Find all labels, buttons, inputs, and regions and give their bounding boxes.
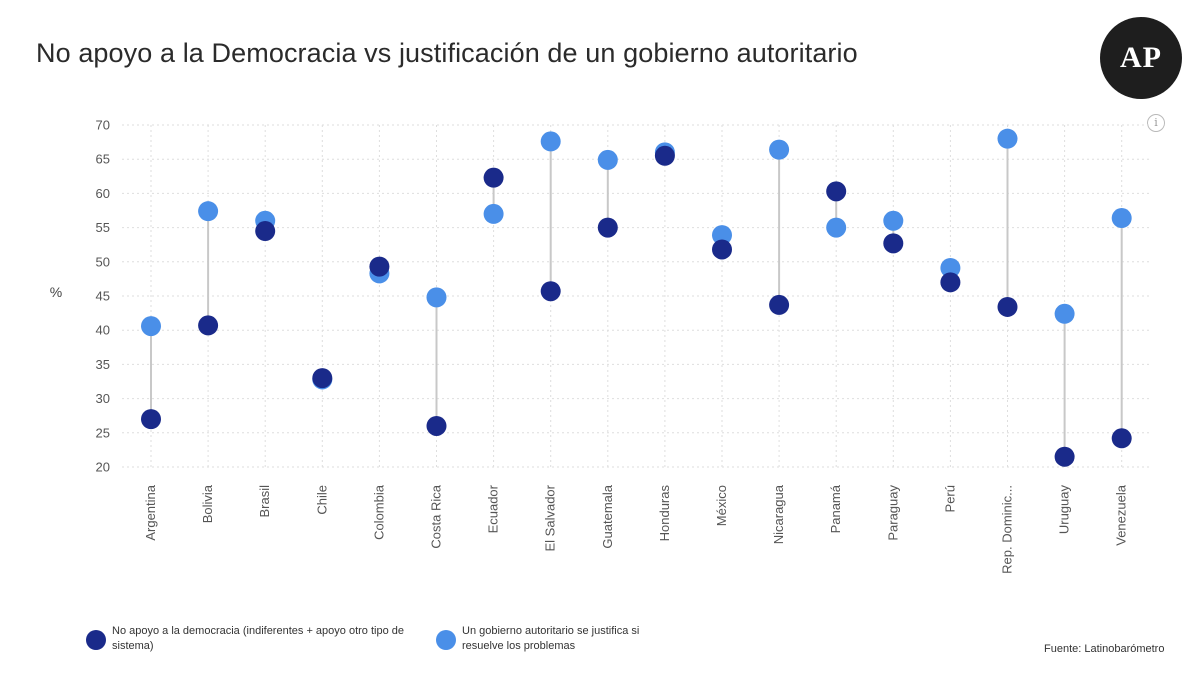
y-tick-label: 20 — [96, 460, 110, 475]
x-tick-label: Nicaragua — [771, 484, 786, 544]
x-tick-label: México — [714, 485, 729, 526]
y-tick-label: 40 — [96, 323, 110, 338]
point-autoritario — [997, 128, 1018, 149]
point-no-apoyo — [883, 233, 904, 254]
x-tick-label: Bolivia — [200, 484, 215, 523]
chart: 20 25 30 35 40 45 50 55 60 65 70 % Argentina Bolivi… — [50, 118, 1150, 574]
point-no-apoyo — [769, 294, 790, 315]
legend-item-no-apoyo[interactable]: No apoyo a la democracia (indiferentes +… — [86, 624, 406, 654]
x-tick-label: Panamá — [828, 484, 843, 533]
point-autoritario — [826, 217, 847, 238]
x-tick-label: Rep. Dominic... — [1000, 485, 1015, 574]
point-no-apoyo — [654, 145, 675, 166]
legend-marker-autoritario — [436, 630, 456, 650]
y-axis: 20 25 30 35 40 45 50 55 60 65 70 — [96, 118, 110, 475]
point-no-apoyo — [540, 281, 561, 302]
chart-title: No apoyo a la Democracia vs justificació… — [36, 38, 858, 68]
legend-label-no-apoyo: No apoyo a la democracia (indiferentes +… — [112, 625, 404, 652]
point-autoritario — [1111, 208, 1132, 229]
point-autoritario — [883, 210, 904, 231]
point-autoritario — [483, 203, 504, 224]
y-tick-label: 55 — [96, 220, 110, 235]
y-tick-label: 70 — [96, 118, 110, 133]
y-tick-label: 45 — [96, 289, 110, 304]
point-autoritario — [940, 257, 961, 278]
point-no-apoyo — [198, 315, 219, 336]
point-no-apoyo — [997, 296, 1018, 317]
point-no-apoyo — [369, 256, 390, 277]
point-autoritario — [597, 149, 618, 170]
x-tick-label: Brasil — [257, 485, 272, 518]
y-tick-label: 65 — [96, 152, 110, 167]
point-autoritario — [712, 225, 732, 246]
y-tick-label: 30 — [96, 391, 110, 406]
point-no-apoyo — [597, 217, 618, 238]
x-tick-label: El Salvador — [543, 484, 558, 551]
legend-marker-no-apoyo — [86, 630, 106, 650]
legend-item-autoritario[interactable]: Un gobierno autoritario se justifica si … — [436, 624, 676, 654]
point-no-apoyo — [255, 221, 276, 242]
y-tick-label: 60 — [96, 186, 110, 201]
x-tick-label: Colombia — [371, 484, 386, 540]
point-no-apoyo — [426, 415, 447, 436]
x-axis: Argentina Bolivia Brasil Chile Colombia Costa… — [143, 484, 1129, 574]
point-autoritario — [1054, 303, 1075, 324]
y-tick-label: 50 — [96, 254, 110, 269]
legend-label-autoritario: Un gobierno autoritario se justifica si … — [462, 625, 640, 652]
point-autoritario — [769, 139, 790, 160]
x-tick-label: Argentina — [143, 484, 158, 540]
point-autoritario — [540, 131, 561, 152]
x-tick-label: Chile — [314, 485, 329, 515]
point-autoritario — [426, 287, 447, 308]
point-autoritario — [141, 316, 161, 337]
point-no-apoyo — [940, 272, 961, 293]
y-axis-label: % — [50, 284, 62, 300]
x-tick-label: Paraguay — [885, 485, 900, 541]
y-tick-label: 25 — [96, 425, 110, 440]
ap-logo: AP — [1100, 17, 1182, 99]
point-no-apoyo — [1054, 446, 1075, 467]
points — [141, 128, 1132, 467]
point-no-apoyo — [712, 239, 732, 260]
x-tick-label: Perú — [942, 485, 957, 512]
x-tick-label: Ecuador — [486, 484, 501, 533]
info-icon[interactable]: i — [1147, 114, 1165, 132]
x-tick-label: Guatemala — [600, 484, 615, 548]
point-no-apoyo — [826, 181, 847, 202]
x-tick-label: Uruguay — [1057, 485, 1072, 535]
point-no-apoyo — [483, 167, 504, 188]
x-tick-label: Costa Rica — [429, 484, 444, 548]
point-no-apoyo — [1111, 428, 1132, 449]
x-tick-label: Venezuela — [1114, 484, 1129, 545]
x-tick-label: Honduras — [657, 485, 672, 542]
grid — [122, 124, 1150, 468]
point-autoritario — [198, 201, 219, 222]
point-no-apoyo — [312, 368, 333, 389]
source-note: Fuente: Latinobarómetro — [1044, 643, 1165, 655]
point-no-apoyo — [141, 409, 161, 430]
y-tick-label: 35 — [96, 357, 110, 372]
connectors — [150, 138, 1123, 457]
